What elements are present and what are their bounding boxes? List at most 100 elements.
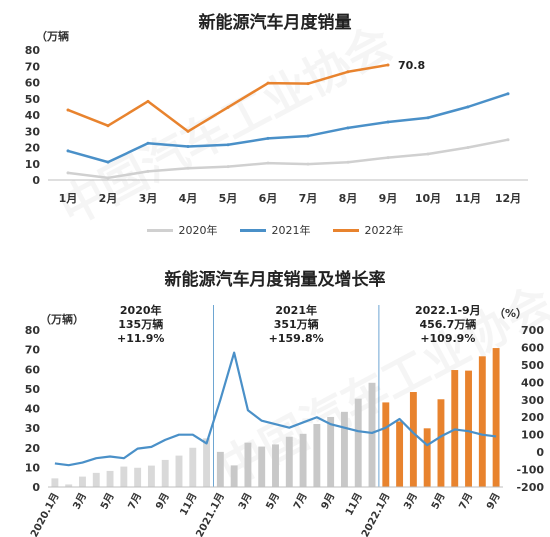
- x-tick-label: 9月: [153, 491, 172, 512]
- data-point: [346, 160, 350, 164]
- y-left-tick-label: 40: [25, 403, 41, 416]
- bar-sales: [106, 470, 114, 487]
- data-point: [106, 176, 110, 180]
- data-point: [266, 81, 270, 85]
- x-tick-label: 10月: [415, 192, 441, 205]
- y-left-tick-label: 10: [25, 461, 41, 474]
- bar-sales: [161, 459, 169, 487]
- legend-item-2021: 2021年: [239, 222, 311, 238]
- x-tick-label: 7月: [291, 491, 310, 512]
- data-point: [346, 126, 350, 130]
- bar-sales: [216, 451, 224, 487]
- x-tick-label: 5月: [264, 491, 283, 512]
- legend-item-2022: 2022年: [332, 222, 404, 238]
- data-point: [146, 99, 150, 103]
- bar-sales: [423, 428, 431, 487]
- y-tick-label: 60: [25, 77, 41, 90]
- y-left-tick-label: 30: [25, 422, 41, 435]
- bar-sales: [175, 455, 183, 487]
- legend-item-2020: 2020年: [146, 222, 218, 238]
- y-left-tick-label: 50: [25, 383, 41, 396]
- y-right-tick-label: 700: [521, 324, 544, 337]
- legend-label-2021: 2021年: [271, 224, 311, 237]
- y-left-tick-label: 0: [32, 481, 40, 494]
- legend-swatch-2020: [146, 228, 173, 232]
- growth-rate-line: [54, 351, 497, 467]
- legend-label-2022: 2022年: [364, 224, 404, 237]
- series-line-2022年: [67, 63, 389, 133]
- period-total-label: 456.7万辆: [419, 317, 476, 331]
- x-tick-label: 4月: [179, 192, 198, 205]
- period-total-label: 135万辆: [118, 317, 163, 331]
- bar-sales: [299, 433, 307, 487]
- period-growth-label: +109.9%: [420, 332, 475, 345]
- data-point: [186, 129, 190, 133]
- data-point: [66, 171, 70, 175]
- x-tick-label: 3月: [236, 491, 255, 512]
- x-tick-label: 5月: [429, 491, 448, 512]
- legend-label-2020: 2020年: [178, 224, 218, 237]
- data-point: [386, 63, 390, 67]
- y-right-tick-label: 500: [521, 359, 544, 372]
- bar-sales: [285, 436, 293, 487]
- y-tick-label: 0: [32, 174, 40, 187]
- monthly-sales-line-chart: 新能源汽车月度销量 （万辆 0 10 20 30 40 50 60 70 80 1月 2月 3月 4月 5月…: [0, 0, 550, 250]
- bar-sales: [120, 466, 128, 487]
- x-tick-label: 8月: [339, 192, 358, 205]
- period-growth-label: +159.8%: [269, 332, 324, 345]
- chart-title: 新能源汽车月度销量: [198, 13, 352, 33]
- x-tick-label: 1月: [59, 192, 78, 205]
- period-year-label: 2021年: [275, 303, 317, 317]
- chart-title: 新能源汽车月度销量及增长率: [164, 270, 386, 290]
- data-point: [186, 145, 190, 149]
- bar-sales: [79, 476, 86, 487]
- x-tick-label: 2月: [99, 192, 118, 205]
- x-tick-label: 9月: [319, 491, 338, 512]
- y-left-tick-label: 60: [25, 363, 41, 376]
- y-right-tick-label: -200: [516, 481, 544, 494]
- y-right-tick-label: 600: [521, 341, 544, 354]
- data-point: [266, 136, 270, 140]
- y-axis-right-label: （%）: [494, 307, 527, 320]
- y-right-tick-label: 300: [521, 394, 544, 407]
- data-point: [306, 162, 310, 166]
- bar-sales: [368, 382, 376, 487]
- bar-sales: [258, 446, 266, 487]
- bar-sales: [396, 421, 404, 487]
- bar-sales: [354, 398, 362, 487]
- y-right-tick-label: 100: [521, 429, 544, 442]
- bar-sales: [203, 438, 211, 487]
- x-tick-label: 9月: [379, 192, 398, 205]
- y-right-tick-label: -100: [516, 464, 544, 477]
- data-point: [106, 160, 110, 164]
- y-left-tick-label: 70: [25, 344, 41, 357]
- data-point: [226, 143, 230, 147]
- data-point: [466, 105, 470, 109]
- line-chart-svg: （万辆 0 10 20 30 40 50 60 70 80 1月 2月 3月 4月 5月 6月 7月 8月 9月 10…: [25, 29, 528, 205]
- x-tick-label: 3月: [401, 491, 420, 512]
- x-tick-label: 5月: [98, 491, 117, 512]
- data-point: [306, 82, 310, 86]
- bar-sales: [492, 348, 500, 487]
- data-point: [386, 120, 390, 124]
- period-year-label: 2020年: [120, 303, 162, 317]
- data-point: [506, 138, 510, 142]
- bar-sales: [230, 465, 238, 487]
- y-tick-label: 70: [25, 60, 41, 73]
- data-point: [226, 165, 230, 169]
- data-point: [66, 108, 70, 112]
- bar-sales: [134, 467, 142, 487]
- bar-sales: [92, 472, 100, 487]
- y-tick-label: 20: [25, 142, 41, 155]
- bar-sales: [340, 411, 348, 487]
- data-point: [66, 149, 70, 153]
- combo-chart-svg: （万辆） （%） 0 10 20 30 40 50 60 70 80 -200 -100 0 100 200 3…: [25, 303, 545, 537]
- y-left-tick-label: 20: [25, 442, 41, 455]
- data-point: [106, 124, 110, 128]
- legend-swatch-2022: [332, 228, 359, 232]
- x-tick-label: 5月: [219, 192, 238, 205]
- data-point: [186, 166, 190, 170]
- x-tick-label: 11月: [455, 192, 481, 205]
- x-tick-label: 7月: [299, 192, 318, 205]
- y-tick-label: 30: [25, 125, 41, 138]
